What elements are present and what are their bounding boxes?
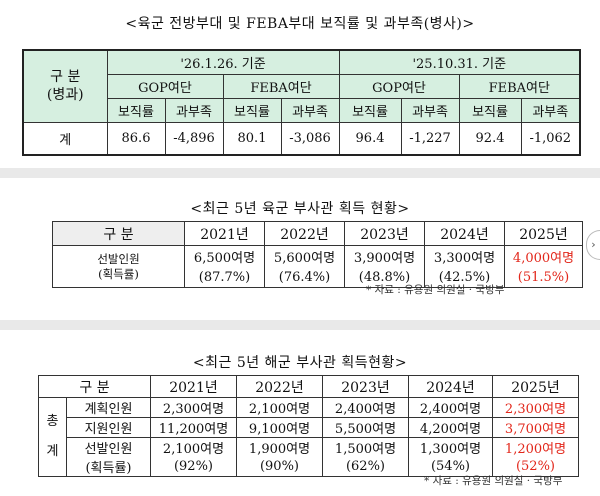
rate-header: 보직률 — [458, 97, 522, 123]
rate-header: 보직률 — [338, 97, 402, 123]
select-cell: 1,300여명 — [408, 437, 493, 457]
year-header: 2022년 — [236, 375, 323, 398]
count-cell: 3,300여명 — [424, 245, 505, 268]
rate-cell: (87.7%) — [184, 267, 265, 288]
select-label: 선발인원 — [66, 437, 151, 457]
header-cell: 구 분 — [38, 375, 151, 398]
plan-cell: 2,100여명 — [236, 397, 323, 418]
source-note: * 자료 : 유용원 의원실 · 국방부 — [424, 475, 563, 487]
value-cell: 86.6 — [106, 121, 166, 156]
feba-header-a: FEBA여단 — [222, 73, 340, 99]
navy-nco-table: 구 분 2021년 2022년 2023년 2024년 2025년 총 계 계획… — [38, 375, 579, 477]
value-cell: 92.4 — [458, 121, 522, 156]
value-cell: -4,896 — [164, 121, 224, 156]
table3-title: <최근 5년 해군 부사관 획득현황> — [192, 355, 408, 371]
rate-cell: (54%) — [408, 457, 493, 477]
surplus-header: 과부족 — [164, 97, 224, 123]
year-header: 2025년 — [492, 375, 579, 398]
date-header-b: '25.10.31. 기준 — [338, 49, 581, 75]
section-sublabel: (병과) — [46, 87, 84, 104]
header-cell: 구 분 — [52, 221, 185, 246]
rate-cell: (62%) — [322, 457, 409, 477]
year-header: 2022년 — [264, 221, 345, 246]
select-cell-highlight: 1,200여명 — [492, 437, 579, 457]
surplus-header: 과부족 — [520, 97, 581, 123]
date-header-a: '26.1.26. 기준 — [106, 49, 340, 75]
table1-title: <육군 전방부대 및 FEBA부대 보직률 및 과부족(병사)> — [125, 16, 475, 32]
value-cell: -3,086 — [280, 121, 340, 156]
select-cell: 2,100여명 — [150, 437, 237, 457]
year-header: 2023년 — [344, 221, 425, 246]
value-cell: 80.1 — [222, 121, 282, 156]
plan-label: 계획인원 — [66, 397, 151, 418]
count-cell: 6,500여명 — [184, 245, 265, 268]
source-note: * 자료 : 유용원 의원실 · 국방부 — [366, 284, 505, 296]
year-header: 2021년 — [184, 221, 265, 246]
plan-cell: 2,400여명 — [408, 397, 493, 418]
selection-label-cell: 선발인원 (획득률) — [52, 245, 185, 288]
army-frontline-table: 구 분 (병과) '26.1.26. 기준 '25.10.31. 기준 GOP여… — [22, 49, 582, 156]
surplus-header: 과부족 — [280, 97, 340, 123]
selection-label: 선발인원 — [97, 251, 140, 266]
apply-cell: 4,200여명 — [408, 417, 493, 438]
year-header: 2023년 — [322, 375, 409, 398]
surplus-header: 과부족 — [400, 97, 460, 123]
apply-cell: 5,500여명 — [322, 417, 409, 438]
rate-cell: (76.4%) — [264, 267, 345, 288]
select-cell: 1,500여명 — [322, 437, 409, 457]
rate-cell: (90%) — [236, 457, 323, 477]
rate-header: 보직률 — [106, 97, 166, 123]
navy-nco-panel: <최근 5년 해군 부사관 획득현황> 구 분 2021년 2022년 2023… — [0, 330, 600, 496]
acquisition-rate-label: (획득률) — [98, 266, 139, 281]
rate-cell-highlight: (51.5%) — [504, 267, 583, 288]
rate-cell: (92%) — [150, 457, 237, 477]
select-cell: 1,900여명 — [236, 437, 323, 457]
rate-header: 보직률 — [222, 97, 282, 123]
count-cell: 5,600여명 — [264, 245, 345, 268]
total-side-cell: 총 계 — [38, 397, 67, 477]
section-label: 구 분 — [50, 69, 81, 86]
rate-cell-highlight: (52%) — [492, 457, 579, 477]
total-side-char-1: 총 — [46, 414, 59, 429]
plan-cell: 2,400여명 — [322, 397, 409, 418]
army-frontline-panel: <육군 전방부대 및 FEBA부대 보직률 및 과부족(병사)> 구 분 (병과… — [0, 0, 600, 168]
table2-title: <최근 5년 육군 부사관 획득 현황> — [190, 201, 410, 217]
count-cell: 3,900여명 — [344, 245, 425, 268]
plan-cell-highlight: 2,300여명 — [492, 397, 579, 418]
total-side-char-2: 계 — [46, 444, 59, 459]
army-nco-panel: <최근 5년 육군 부사관 획득 현황> 구 분 2021년 2022년 202… — [0, 178, 600, 320]
section-header-cell: 구 분 (병과) — [22, 49, 108, 123]
year-header: 2024년 — [424, 221, 505, 246]
value-cell: -1,227 — [400, 121, 460, 156]
plan-cell: 2,300여명 — [150, 397, 237, 418]
year-header: 2021년 — [150, 375, 237, 398]
rate-label: (획득률) — [66, 457, 151, 477]
apply-cell-highlight: 3,700여명 — [492, 417, 579, 438]
year-header: 2025년 — [504, 221, 583, 246]
value-cell: 96.4 — [338, 121, 402, 156]
value-cell: -1,062 — [520, 121, 581, 156]
rate-cell: (48.8%) — [344, 267, 425, 288]
apply-cell: 9,100여명 — [236, 417, 323, 438]
year-header: 2024년 — [408, 375, 493, 398]
count-cell-highlight: 4,000여명 — [504, 245, 583, 268]
gop-header-b: GOP여단 — [338, 73, 460, 99]
gop-header-a: GOP여단 — [106, 73, 224, 99]
apply-label: 지원인원 — [66, 417, 151, 438]
total-row-label: 계 — [22, 121, 108, 156]
feba-header-b: FEBA여단 — [458, 73, 581, 99]
apply-cell: 11,200여명 — [150, 417, 237, 438]
army-nco-table: 구 분 2021년 2022년 2023년 2024년 2025년 선발인원 (… — [52, 221, 583, 288]
